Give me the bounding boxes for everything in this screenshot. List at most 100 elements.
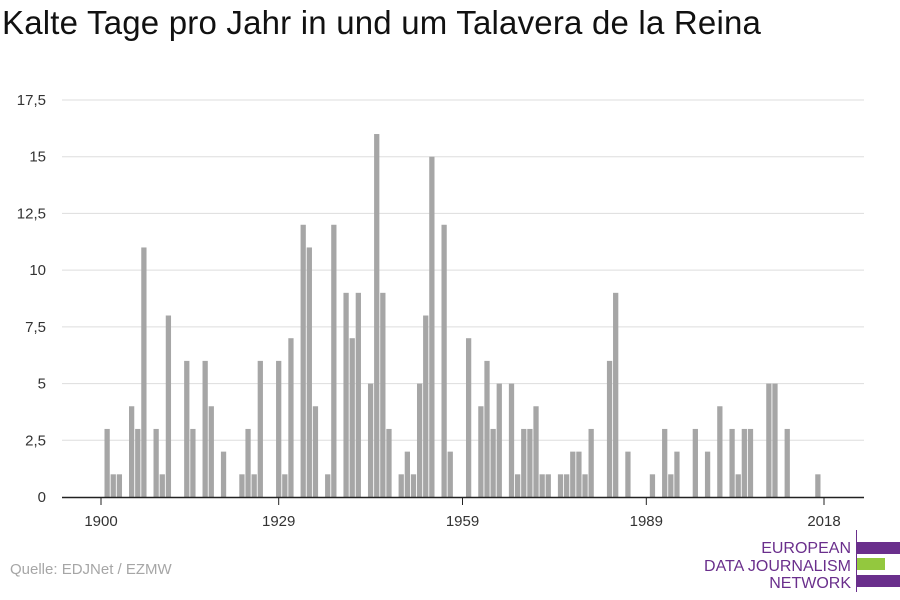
bar-2001	[717, 406, 723, 497]
bar-1954	[429, 156, 435, 497]
logo-line-european: EUROPEAN	[761, 540, 851, 557]
bar-1931	[288, 338, 294, 497]
bar-2006	[747, 428, 754, 497]
bar-1901	[104, 428, 110, 497]
y-tick-label: 5	[38, 376, 46, 393]
bar-1938	[331, 224, 337, 497]
bar-2003	[729, 428, 735, 497]
bar-1903	[116, 474, 123, 497]
bar-1977	[570, 451, 576, 497]
bar-1992	[662, 428, 668, 497]
bar-1926	[257, 360, 263, 497]
bar-2005	[741, 428, 747, 497]
x-tick-label: 1900	[84, 513, 117, 530]
bar-1930	[282, 474, 288, 497]
bar-1914	[184, 360, 190, 497]
bar-1980	[588, 428, 594, 497]
bar-1962	[478, 406, 484, 497]
bar-1907	[141, 247, 147, 497]
y-tick-label: 12,5	[17, 205, 46, 222]
bar-1967	[508, 383, 515, 497]
bar-1942	[355, 292, 361, 497]
bar-1950	[404, 451, 410, 497]
bar-1906	[135, 428, 141, 497]
bar-2004	[735, 474, 741, 497]
bar-1944	[367, 383, 374, 497]
logo-line-data-journalism: DATA JOURNALISM	[704, 557, 851, 575]
y-tick-label: 7,5	[25, 319, 46, 336]
bar-1971	[533, 406, 539, 497]
bar-1934	[306, 247, 312, 497]
bar-1951	[410, 474, 417, 497]
source-note: Quelle: EDJNet / EZMW	[10, 561, 172, 578]
logo-bars-icon	[856, 530, 900, 592]
bar-1993	[668, 474, 674, 497]
bar-1905	[129, 406, 135, 497]
bar-1918	[208, 406, 214, 497]
bar-1956	[441, 224, 447, 497]
bar-1968	[515, 474, 521, 497]
bar-1902	[110, 474, 116, 497]
bar-1965	[496, 383, 502, 497]
x-tick-label: 1959	[446, 513, 479, 530]
bar-1941	[349, 338, 355, 497]
x-tick-label: 2018	[807, 513, 840, 530]
bar-1979	[582, 474, 588, 497]
bar-1917	[202, 360, 208, 497]
bar-1969	[521, 428, 527, 497]
bar-1924	[245, 428, 251, 497]
bar-1925	[251, 474, 257, 497]
bar-1972	[539, 474, 545, 497]
logo-line-network: NETWORK	[769, 575, 851, 592]
bar-1957	[447, 451, 453, 497]
edjnet-logo: EUROPEAN DATA JOURNALISM NETWORK	[704, 540, 851, 593]
bar-1978	[576, 451, 582, 497]
chart-title: Kalte Tage pro Jahr in und um Talavera d…	[2, 4, 762, 41]
y-tick-label: 0	[38, 489, 46, 506]
bar-1920	[220, 451, 227, 497]
bar-1963	[484, 360, 490, 497]
bar-1999	[704, 451, 711, 497]
bars	[104, 134, 821, 497]
bar-1960	[465, 338, 472, 497]
bar-2009	[766, 383, 772, 497]
bar-1975	[557, 474, 564, 497]
bar-1973	[545, 474, 551, 497]
y-tick-label: 10	[29, 262, 46, 279]
bar-1990	[649, 474, 656, 497]
bar-1946	[380, 292, 386, 497]
bar-2012	[784, 428, 790, 497]
bar-1986	[625, 451, 631, 497]
bar-1945	[374, 134, 380, 497]
bar-1984	[613, 292, 619, 497]
bar-1964	[490, 428, 496, 497]
x-tick-label: 1929	[262, 513, 295, 530]
bar-1952	[416, 383, 423, 497]
bar-1949	[398, 474, 404, 497]
bar-1910	[159, 474, 165, 497]
y-tick-label: 15	[29, 149, 46, 166]
grid-lines	[62, 99, 864, 441]
bar-1970	[527, 428, 533, 497]
bar-1940	[343, 292, 349, 497]
bar-1933	[300, 224, 306, 497]
y-axis-ticks: 0 2,5 5 7,5 10 12,5 15 17,5	[17, 92, 46, 506]
bar-1976	[564, 474, 570, 497]
bar-1929	[276, 360, 282, 497]
bar-2017	[815, 474, 821, 497]
bar-1915	[190, 428, 196, 497]
bar-1937	[325, 474, 331, 497]
bar-1997	[692, 428, 698, 497]
bar-1953	[423, 315, 429, 497]
bar-chart: 0 2,5 5 7,5 10 12,5 15 17,5 1900 1929 1959 1989 201…	[17, 92, 864, 530]
x-axis-ticks: 1900 1929 1959 1989 2018	[84, 497, 841, 530]
bar-1909	[153, 428, 159, 497]
bar-1947	[386, 428, 392, 497]
bar-1983	[606, 360, 613, 497]
bar-1911	[165, 315, 172, 497]
y-tick-label: 2,5	[25, 432, 46, 449]
y-tick-label: 17,5	[17, 92, 46, 109]
bar-2010	[772, 383, 778, 497]
bar-1923	[239, 474, 245, 497]
x-tick-label: 1989	[630, 513, 663, 530]
